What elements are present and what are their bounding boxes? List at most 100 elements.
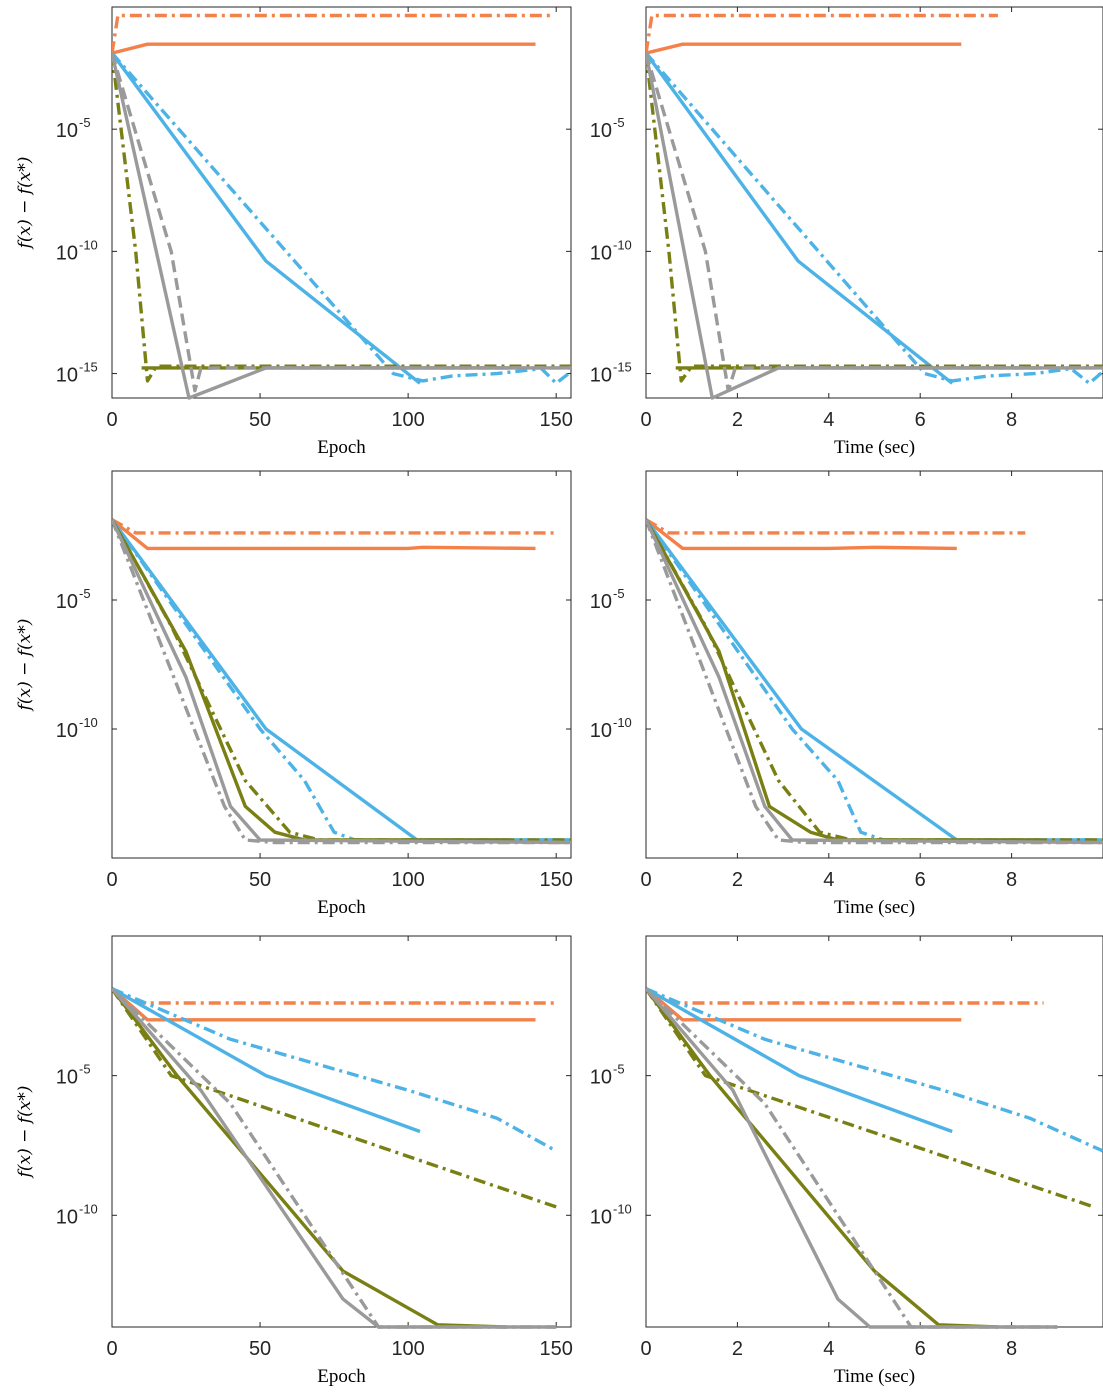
series-group (112, 518, 572, 845)
series-line-gray-dashdot (112, 987, 557, 1329)
y-tick-exponent: -5 (613, 115, 625, 130)
series-line-blue-dashdot (646, 987, 1103, 1153)
x-tick-label: 0 (106, 1338, 117, 1360)
y-tick-label: 10 (590, 1206, 612, 1228)
series-line-gray-solid (646, 52, 1103, 400)
series-line-blue-solid (646, 987, 953, 1134)
series-group (112, 987, 558, 1329)
x-tick-label: 100 (391, 409, 424, 431)
y-tick-label: 10 (56, 1067, 78, 1089)
series-line-orange-dashdot (112, 13, 551, 54)
series-group (646, 13, 1103, 400)
y-tick-exponent: -15 (613, 360, 632, 375)
series-line-blue-solid (646, 52, 954, 385)
y-tick-exponent: -10 (79, 237, 98, 252)
series-line-orange-solid (646, 42, 962, 55)
y-tick-exponent: -10 (613, 237, 632, 252)
series-line-orange-solid (112, 518, 536, 551)
y-tick-label: 10 (590, 120, 612, 142)
series-line-gray-dashed (112, 52, 571, 393)
x-tick-label: 8 (1006, 1338, 1017, 1360)
axes-frame (645, 935, 1103, 1328)
y-tick-label: 10 (590, 242, 612, 264)
x-axis-label: Time (sec) (834, 897, 915, 918)
y-tick-label: 10 (56, 120, 78, 142)
x-tick-label: 2 (732, 869, 743, 891)
axes-frame (645, 6, 1103, 399)
x-tick-label: 0 (640, 869, 651, 891)
y-axis-label: f(x) − f(x*) (15, 619, 35, 713)
series-line-olive-dashdot (112, 52, 571, 383)
axes-frame (111, 935, 572, 1328)
y-tick-label: 10 (590, 365, 612, 387)
x-tick-label: 50 (249, 409, 271, 431)
x-tick-label: 8 (1006, 869, 1017, 891)
series-line-gray-dashdot (112, 519, 571, 845)
y-axis-label: f(x) − f(x*) (15, 157, 35, 251)
x-tick-label: 0 (640, 1338, 651, 1360)
y-tick-label: 10 (56, 365, 78, 387)
x-tick-label: 50 (249, 869, 271, 891)
series-line-olive-solid (112, 987, 506, 1329)
series-line-orange-dashdot (112, 987, 557, 1005)
y-tick-exponent: -5 (79, 586, 91, 601)
series-line-orange-dashdot (646, 13, 998, 54)
x-axis-label: Time (sec) (834, 437, 915, 458)
y-tick-exponent: -5 (613, 1062, 625, 1077)
series-line-gray-solid (112, 987, 557, 1329)
series-line-blue-dashdot (112, 518, 571, 842)
x-tick-label: 0 (106, 869, 117, 891)
y-tick-exponent: -5 (79, 1062, 91, 1077)
x-tick-label: 0 (640, 409, 651, 431)
x-tick-label: 100 (391, 869, 424, 891)
y-tick-exponent: -15 (79, 360, 98, 375)
x-axis-label: Time (sec) (834, 1366, 915, 1387)
series-group (112, 13, 573, 400)
y-tick-label: 10 (56, 720, 78, 742)
y-tick-label: 10 (56, 242, 78, 264)
y-tick-exponent: -10 (79, 715, 98, 730)
series-line-olive-dashdot (646, 52, 1103, 383)
x-tick-label: 6 (915, 1338, 926, 1360)
series-line-gray-solid (112, 52, 571, 400)
y-tick-label: 10 (56, 1206, 78, 1228)
y-tick-label: 10 (590, 720, 612, 742)
x-axis-label: Epoch (317, 437, 366, 458)
y-tick-exponent: -10 (613, 715, 632, 730)
y-tick-exponent: -5 (613, 586, 625, 601)
series-line-gray-dashdot (646, 519, 1103, 845)
x-tick-label: 4 (823, 1338, 834, 1360)
series-line-orange-dashdot (112, 518, 557, 535)
series-line-gray-solid (646, 987, 1058, 1329)
x-tick-label: 100 (391, 1338, 424, 1360)
x-axis-label: Epoch (317, 897, 366, 918)
y-tick-label: 10 (590, 1067, 612, 1089)
series-line-gray-dashdot (646, 987, 1058, 1329)
series-line-blue-dashdot (646, 51, 1103, 385)
series-line-blue-solid (112, 52, 422, 385)
series-line-orange-dashdot (646, 987, 1044, 1005)
x-tick-label: 6 (915, 869, 926, 891)
series-line-blue-dashdot (112, 51, 573, 385)
series-group (646, 518, 1103, 845)
series-line-orange-solid (112, 42, 536, 55)
series-line-blue-solid (646, 518, 1103, 842)
series-line-olive-dashdot (112, 518, 571, 842)
y-axis-label: f(x) − f(x*) (15, 1086, 35, 1180)
y-tick-exponent: -5 (79, 115, 91, 130)
x-tick-label: 4 (823, 409, 834, 431)
y-tick-exponent: -10 (79, 1201, 98, 1216)
y-tick-exponent: -10 (613, 1201, 632, 1216)
series-line-orange-solid (646, 987, 962, 1022)
series-line-blue-solid (112, 987, 421, 1134)
series-line-gray-dashed (646, 52, 1103, 393)
series-line-gray-solid (646, 518, 1103, 845)
x-tick-label: 150 (540, 869, 573, 891)
series-line-orange-dashdot (646, 518, 1026, 535)
